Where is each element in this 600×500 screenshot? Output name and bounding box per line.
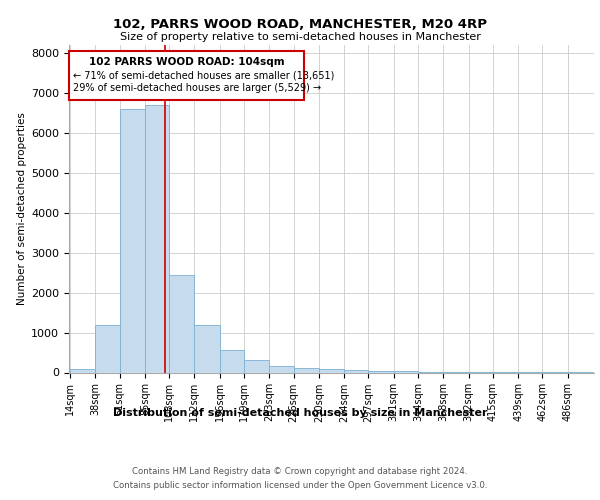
- Text: Contains public sector information licensed under the Open Government Licence v3: Contains public sector information licen…: [113, 481, 487, 490]
- Bar: [194, 326, 220, 372]
- Text: 29% of semi-detached houses are larger (5,529) →: 29% of semi-detached houses are larger (…: [73, 82, 322, 92]
- Bar: [145, 105, 169, 372]
- Text: Distribution of semi-detached houses by size in Manchester: Distribution of semi-detached houses by …: [113, 408, 487, 418]
- Bar: [95, 324, 119, 372]
- Bar: [70, 370, 95, 372]
- Text: ← 71% of semi-detached houses are smaller (13,651): ← 71% of semi-detached houses are smalle…: [73, 70, 335, 81]
- Bar: [220, 350, 244, 372]
- Text: Contains HM Land Registry data © Crown copyright and database right 2024.: Contains HM Land Registry data © Crown c…: [132, 468, 468, 476]
- Bar: [319, 369, 344, 372]
- Text: 102, PARRS WOOD ROAD, MANCHESTER, M20 4RP: 102, PARRS WOOD ROAD, MANCHESTER, M20 4R…: [113, 18, 487, 30]
- Bar: [119, 109, 145, 372]
- Bar: [344, 370, 368, 372]
- Text: Size of property relative to semi-detached houses in Manchester: Size of property relative to semi-detach…: [119, 32, 481, 42]
- FancyBboxPatch shape: [69, 51, 304, 100]
- Text: 102 PARRS WOOD ROAD: 104sqm: 102 PARRS WOOD ROAD: 104sqm: [89, 57, 284, 67]
- Bar: [169, 274, 194, 372]
- Bar: [368, 370, 394, 372]
- Bar: [244, 360, 269, 372]
- Bar: [293, 368, 319, 372]
- Bar: [269, 366, 293, 372]
- Y-axis label: Number of semi-detached properties: Number of semi-detached properties: [17, 112, 27, 305]
